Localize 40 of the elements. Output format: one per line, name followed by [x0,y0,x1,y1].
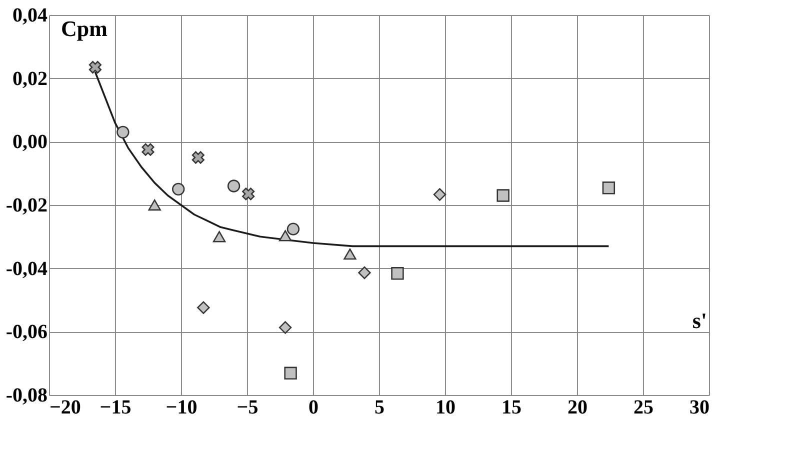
x-axis-title: s' [692,308,707,333]
x-tick-label: 10 [436,396,456,418]
y-tick-label: -0,08 [6,384,48,406]
y-axis-title: Cpm [61,16,108,41]
point [278,321,292,334]
y-tick-label: -0,02 [6,194,48,216]
y-tick-label: -0,06 [6,321,48,344]
y-tick-label: 0,02 [12,68,48,90]
point [142,143,154,156]
point [116,126,130,139]
x-tick-label: 20 [568,396,588,418]
x-tick-label: −15 [100,396,132,418]
point [242,188,255,200]
point [197,301,210,314]
x-tick-label: 0 [308,396,318,418]
point [433,188,446,201]
y-tick-label: 0,04 [12,4,48,26]
point [212,231,226,242]
point [358,266,371,280]
x-tick-label: −5 [236,396,258,418]
point [192,151,204,164]
point [286,222,300,236]
point [496,189,510,202]
x-tick-label: 5 [374,396,384,418]
point [278,230,292,242]
point [391,267,404,280]
point [88,60,102,74]
point [602,182,616,194]
x-tick-label: 25 [634,396,654,418]
y-tick-label: -0,04 [6,258,48,280]
x-tick-label: −20 [50,396,81,418]
point [172,182,185,196]
x-tick-label: 30 [690,396,710,418]
x-tick-label: 15 [502,396,522,418]
point [344,248,356,260]
x-tick-label: −10 [166,396,198,418]
point [284,366,297,380]
point [227,180,240,192]
point [148,199,161,211]
y-tick-label: 0,00 [12,131,48,154]
